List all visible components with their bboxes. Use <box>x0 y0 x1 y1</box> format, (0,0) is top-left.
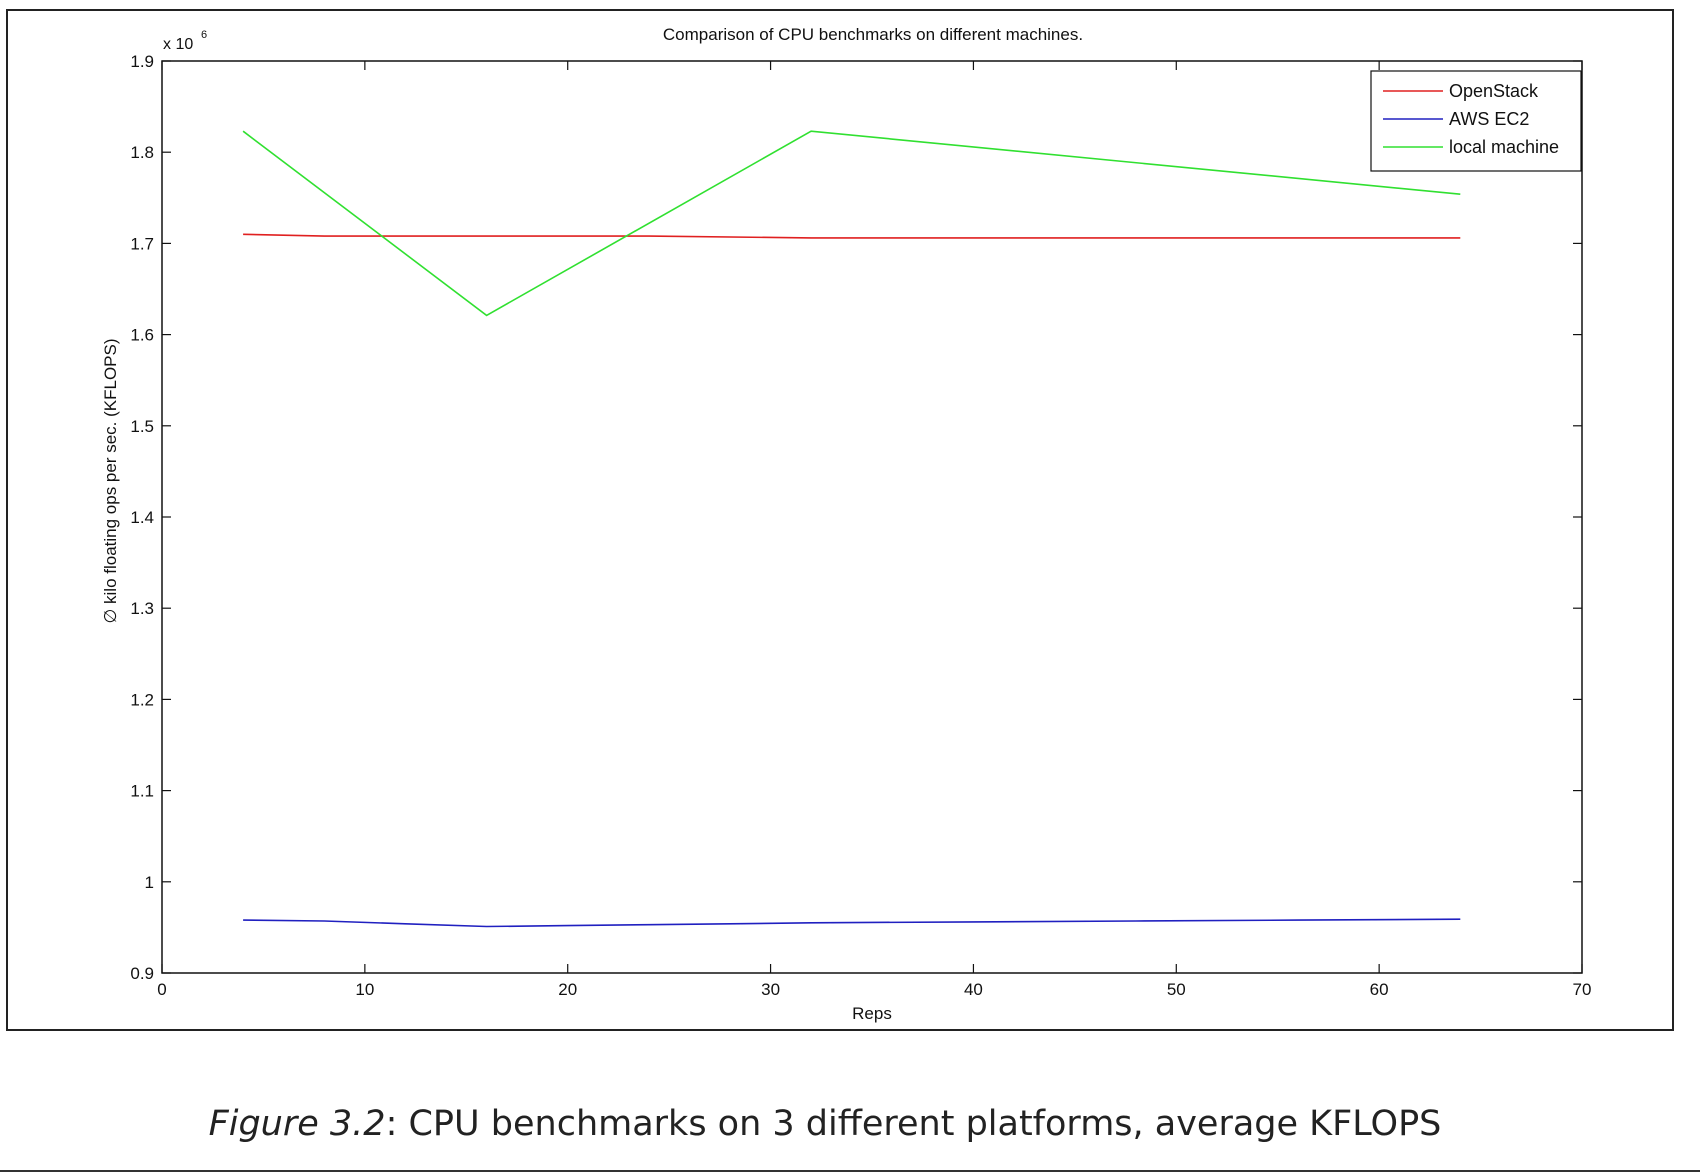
y-tick-label: 1.5 <box>130 417 154 436</box>
legend-label-aws-ec2: AWS EC2 <box>1449 109 1529 129</box>
legend-box <box>1370 70 1582 172</box>
x-tick-label: 10 <box>355 980 374 999</box>
y-tick-label: 1.4 <box>130 508 154 527</box>
figure-label: Figure 3.2 <box>208 1104 386 1144</box>
y-tick-label: 1.1 <box>130 782 154 801</box>
y-tick-label: 1.9 <box>130 52 154 71</box>
figure-frame: Comparison of CPU benchmarks on differen… <box>6 9 1674 1031</box>
y-tick-label: 1.7 <box>130 234 154 253</box>
x-axis-label: Reps <box>852 1004 892 1023</box>
y-tick-label: 1.8 <box>130 143 154 162</box>
x-tick-label: 20 <box>558 980 577 999</box>
y-tick-label: 0.9 <box>130 964 154 983</box>
legend: OpenStack AWS EC2 local machine <box>1370 70 1582 172</box>
y-multiplier: x 10 <box>163 36 193 53</box>
y-tick-label: 1.2 <box>130 690 154 709</box>
y-multiplier-exponent: 6 <box>201 29 207 41</box>
series-line-openstack <box>243 233 1461 239</box>
y-tick-label: 1.6 <box>130 326 154 345</box>
y-axis-label: ∅ kilo floating ops per sec. (KFLOPS) <box>101 338 120 623</box>
x-tick-label: 0 <box>157 980 166 999</box>
caption-text: : CPU benchmarks on 3 different platform… <box>385 1104 1442 1144</box>
plot-box <box>161 60 1583 974</box>
series-lines <box>242 130 1461 928</box>
plot-axes: 0 10 20 30 40 50 60 70 0.9 1 1.1 1.2 1.3 1.4 1.5 1.6 1.7… <box>130 52 1591 999</box>
series-line-local-machine <box>242 130 1461 317</box>
chart-title: Comparison of CPU benchmarks on differen… <box>663 25 1083 44</box>
line-chart: Comparison of CPU benchmarks on differen… <box>101 25 1591 1023</box>
x-tick-label: 70 <box>1573 980 1592 999</box>
figure-caption: Figure 3.2: CPU benchmarks on 3 differen… <box>0 1104 1650 1144</box>
x-tick-label: 30 <box>761 980 780 999</box>
y-tick-label: 1 <box>145 873 154 892</box>
x-tick-label: 40 <box>964 980 983 999</box>
legend-label-openstack: OpenStack <box>1449 81 1539 101</box>
x-tick-label: 60 <box>1370 980 1389 999</box>
x-tick-label: 50 <box>1167 980 1186 999</box>
horizontal-rule <box>0 1170 1700 1172</box>
y-tick-label: 1.3 <box>130 599 154 618</box>
legend-label-local-machine: local machine <box>1449 137 1559 157</box>
series-line-aws-ec2 <box>243 918 1461 928</box>
